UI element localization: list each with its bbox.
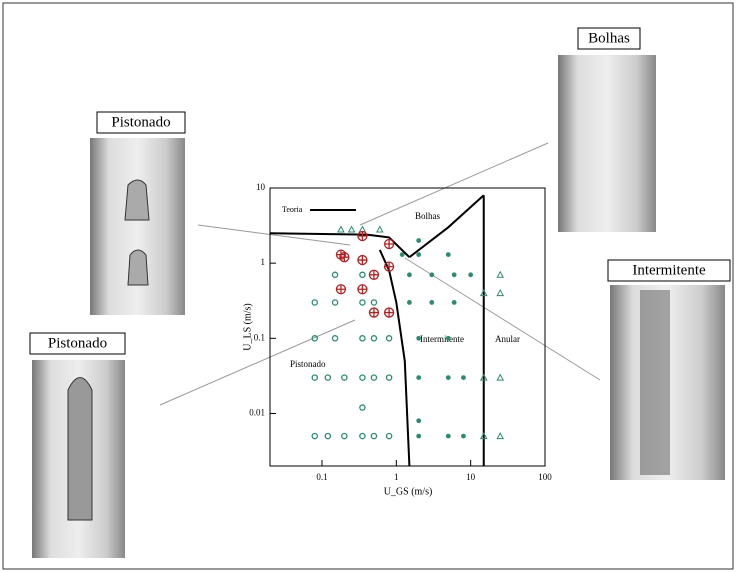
- point: [325, 433, 330, 438]
- point: [342, 433, 347, 438]
- annotation: Anular: [495, 334, 520, 344]
- point: [387, 375, 392, 380]
- point: [371, 336, 376, 341]
- point: [312, 300, 317, 305]
- point: [497, 272, 503, 278]
- photo-intermitente: [610, 285, 725, 480]
- point: [369, 270, 378, 279]
- photo-pistonado-1: [90, 138, 185, 315]
- point: [371, 433, 376, 438]
- point: [360, 375, 365, 380]
- point: [385, 262, 394, 271]
- point: [497, 433, 503, 439]
- y-tick-label: 0.1: [254, 332, 265, 342]
- point: [332, 336, 337, 341]
- point: [369, 308, 378, 317]
- point: [416, 252, 421, 257]
- annotation: Intermitente: [420, 334, 464, 344]
- point: [416, 336, 421, 341]
- point: [358, 231, 367, 240]
- y-tick-label: 1: [261, 257, 266, 267]
- point: [446, 336, 451, 341]
- point: [416, 434, 421, 439]
- figure: Teoria Bolhas Intermitente Anular Piston…: [0, 0, 736, 572]
- point: [332, 300, 337, 305]
- point: [461, 375, 466, 380]
- point: [452, 272, 457, 277]
- photo-label: Intermitente: [632, 262, 706, 278]
- photo-bolhas: [558, 55, 656, 232]
- x-axis-label: U_GS (m/s): [384, 486, 433, 497]
- point: [325, 375, 330, 380]
- y-tick-label: 0.01: [249, 408, 265, 418]
- point: [461, 434, 466, 439]
- point: [349, 227, 355, 233]
- point: [452, 300, 457, 305]
- x-tick-label: 10: [466, 472, 476, 482]
- point: [340, 253, 349, 262]
- point: [429, 272, 434, 277]
- point: [446, 434, 451, 439]
- photo-label: Bolhas: [588, 30, 630, 46]
- photo-pistonado-2: [32, 360, 125, 558]
- point: [360, 336, 365, 341]
- point: [342, 375, 347, 380]
- point: [446, 375, 451, 380]
- photo-label: Pistonado: [48, 335, 107, 351]
- x-tick-label: 1: [394, 472, 399, 482]
- annotation: Bolhas: [415, 211, 440, 221]
- point: [385, 308, 394, 317]
- point: [360, 433, 365, 438]
- point: [497, 375, 503, 381]
- point: [385, 239, 394, 248]
- point: [387, 433, 392, 438]
- y-tick-label: 10: [256, 182, 266, 192]
- point: [332, 272, 337, 277]
- point: [416, 418, 421, 423]
- point: [371, 300, 376, 305]
- annotation: Pistonado: [290, 359, 326, 369]
- point: [312, 375, 317, 380]
- point: [407, 272, 412, 277]
- point: [360, 300, 365, 305]
- point: [416, 375, 421, 380]
- arrows: [160, 143, 600, 405]
- point: [407, 300, 412, 305]
- point: [377, 227, 383, 233]
- point: [446, 252, 451, 257]
- point: [371, 375, 376, 380]
- point: [336, 285, 345, 294]
- point: [387, 336, 392, 341]
- theory-line: [270, 195, 484, 466]
- legend-label: Teoria: [282, 205, 303, 214]
- point: [497, 290, 503, 296]
- point: [468, 272, 473, 277]
- point: [360, 272, 365, 277]
- point: [312, 433, 317, 438]
- point: [358, 256, 367, 265]
- y-axis-label: U_LS (m/s): [242, 303, 253, 351]
- point: [429, 300, 434, 305]
- x-tick-label: 0.1: [316, 472, 327, 482]
- x-tick-label: 100: [538, 472, 552, 482]
- point: [360, 405, 365, 410]
- photo-label: Pistonado: [111, 114, 170, 130]
- point: [338, 227, 344, 233]
- point: [416, 238, 421, 243]
- point: [358, 285, 367, 294]
- point: [400, 252, 405, 257]
